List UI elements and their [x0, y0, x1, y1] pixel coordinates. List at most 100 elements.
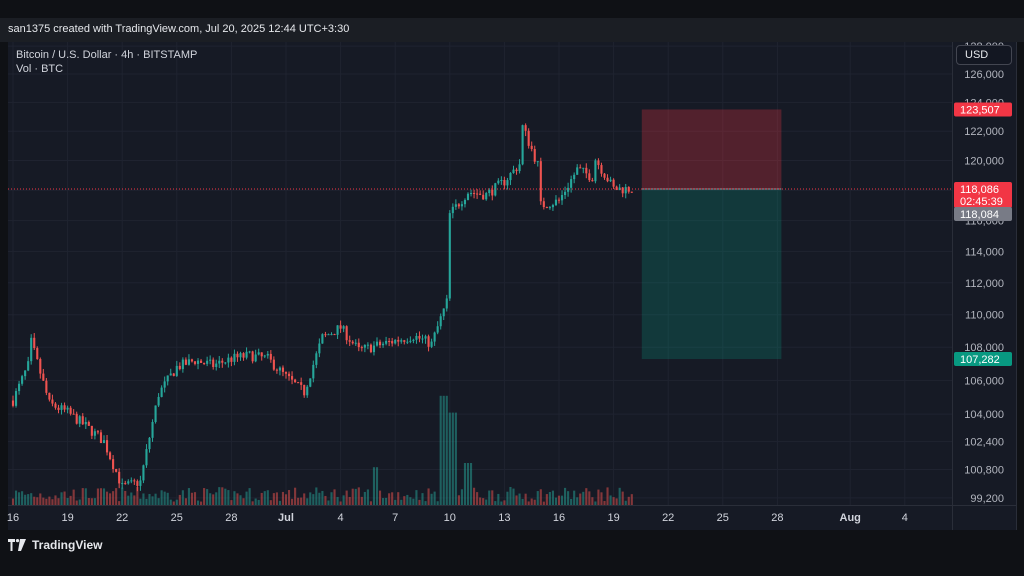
- volume-bar: [542, 501, 545, 505]
- volume-bar: [190, 492, 194, 505]
- volume-bar: [27, 494, 30, 505]
- candle-body: [406, 341, 409, 343]
- candle-body: [485, 193, 488, 200]
- candle-body: [236, 353, 239, 358]
- volume-bar: [193, 492, 197, 505]
- volume-bar: [269, 500, 272, 505]
- volume-bar: [451, 412, 454, 505]
- candle-body: [18, 383, 21, 392]
- volume-bar: [515, 495, 518, 505]
- volume-bar: [585, 488, 588, 505]
- tradingview-logo[interactable]: TradingView: [8, 538, 102, 552]
- short-position-tool: [641, 109, 782, 360]
- candle-body: [224, 362, 227, 364]
- volume-bar: [291, 498, 294, 505]
- currency-button[interactable]: USD: [956, 45, 1012, 65]
- price-axis-border: [952, 42, 953, 530]
- volume-bar: [551, 490, 554, 505]
- volume-bar: [372, 467, 376, 505]
- volume-bar: [84, 488, 87, 505]
- candle-body: [260, 352, 263, 357]
- candle-body: [303, 384, 306, 396]
- volume-bar: [476, 492, 479, 505]
- volume-bar: [142, 493, 145, 505]
- volume-bar: [187, 488, 190, 505]
- volume-bar: [18, 492, 21, 505]
- candle-body: [51, 399, 54, 404]
- volume-bar: [460, 489, 463, 505]
- tradingview-logo-text: TradingView: [32, 538, 103, 552]
- price-label-box: [954, 352, 1012, 367]
- candle-body: [78, 416, 81, 424]
- volume-bar: [287, 490, 291, 505]
- volume-bar: [275, 492, 278, 505]
- price-tick-label: 108,000: [964, 342, 1004, 354]
- candle-body: [448, 213, 451, 299]
- candle-body: [287, 373, 291, 377]
- candle-body: [369, 344, 372, 353]
- candle-body: [391, 341, 394, 344]
- volume-bar: [442, 395, 445, 505]
- volume-bar: [151, 496, 154, 505]
- candle-body: [172, 373, 175, 376]
- candle-body: [451, 206, 454, 214]
- candle-body: [415, 335, 418, 340]
- volume-bar: [260, 492, 263, 505]
- candle-body: [521, 125, 524, 165]
- volume-bar: [521, 498, 524, 505]
- volume-bar: [99, 488, 103, 505]
- candle-body: [351, 341, 354, 344]
- volume-bar: [457, 495, 460, 505]
- candle-body: [579, 167, 582, 169]
- candle-body: [515, 169, 518, 172]
- candle-body: [309, 378, 312, 387]
- volume-bar: [330, 492, 333, 505]
- price-tick-label: 100,800: [964, 464, 1004, 476]
- volume-bar: [400, 499, 403, 505]
- volume-bar: [597, 489, 600, 505]
- candle-body: [133, 480, 136, 482]
- candle-body: [209, 359, 212, 361]
- time-tick-label: Jul: [278, 512, 294, 524]
- candle-body: [333, 334, 336, 336]
- volume-bar: [166, 492, 169, 505]
- candle-body: [184, 359, 187, 365]
- candle-body: [442, 308, 445, 317]
- volume-bar: [321, 490, 324, 505]
- candle-body: [60, 405, 63, 410]
- volume-bar: [178, 494, 181, 505]
- price-label-text: 118,086: [960, 184, 999, 196]
- volume-bar: [157, 498, 160, 505]
- volume-bar: [466, 463, 470, 505]
- volume-bar: [196, 500, 200, 505]
- volume-bar: [318, 492, 321, 505]
- price-tick-label: 106,000: [964, 375, 1004, 387]
- candle-body: [297, 382, 300, 384]
- candle-body: [230, 357, 233, 362]
- candle-body: [600, 165, 603, 174]
- candle-body: [24, 370, 27, 377]
- volume-label: Vol · BTC: [16, 63, 64, 75]
- candle-body: [306, 386, 309, 396]
- volume-bar: [245, 491, 248, 505]
- candle-body: [148, 437, 151, 450]
- volume-bar: [42, 497, 45, 505]
- candle-body: [554, 199, 558, 206]
- candle-body: [178, 365, 181, 370]
- candle-body: [403, 340, 406, 342]
- candle-body: [81, 416, 84, 425]
- volume-bar: [36, 497, 39, 505]
- volume-bar: [33, 496, 36, 505]
- chart-area[interactable]: [8, 42, 1017, 530]
- volume-bar: [78, 499, 81, 505]
- candle-body: [548, 207, 551, 209]
- candle-body: [48, 392, 51, 400]
- volume-bar: [224, 488, 227, 505]
- volume-bar: [360, 496, 363, 505]
- volume-bar: [221, 487, 224, 505]
- candle-body: [151, 421, 154, 438]
- volume-bar: [621, 491, 624, 505]
- candle-body: [245, 351, 248, 358]
